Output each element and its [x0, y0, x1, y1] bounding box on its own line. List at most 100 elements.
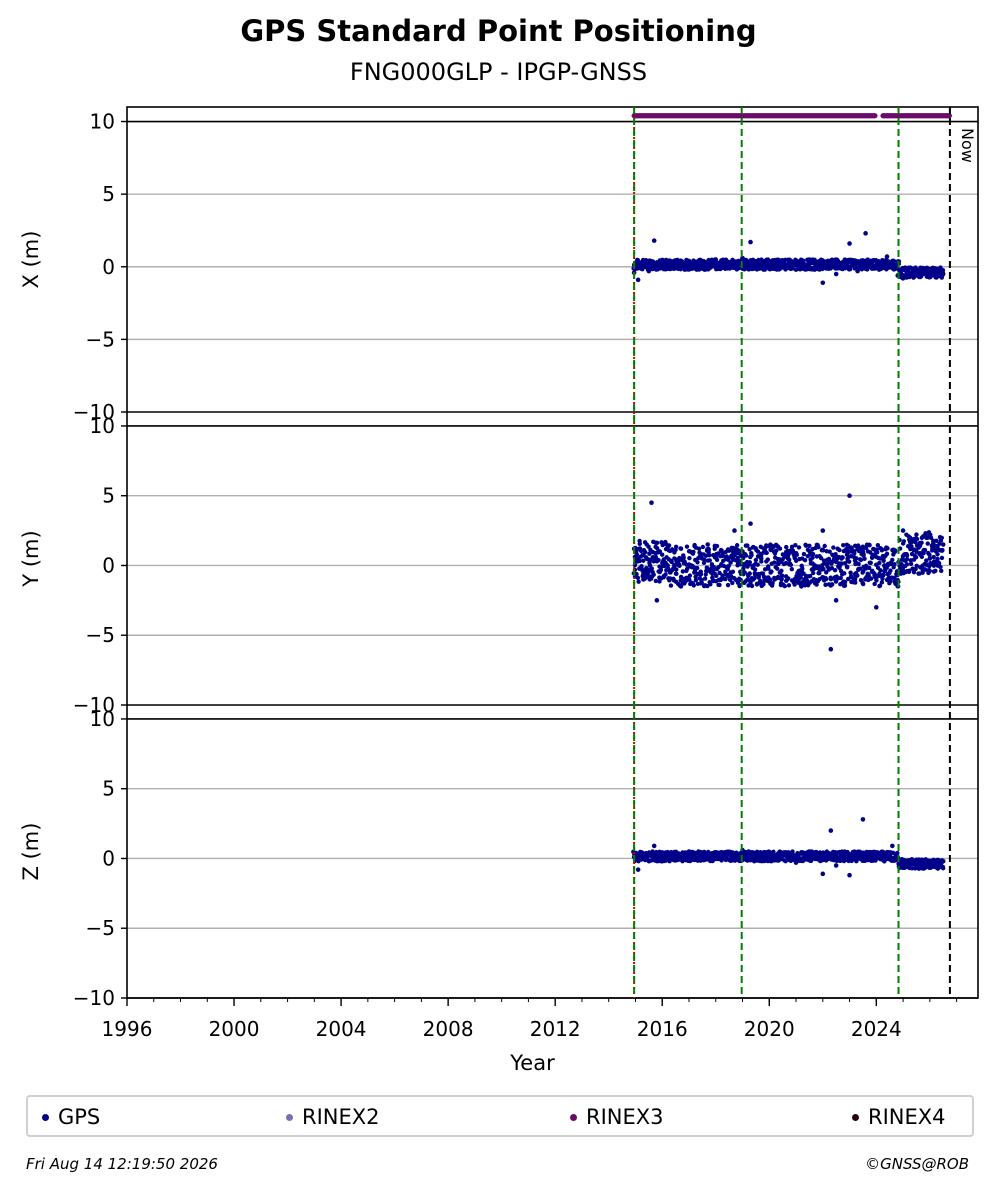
gps-point [848, 574, 854, 579]
gps-point [659, 552, 665, 557]
gps-point [911, 569, 917, 575]
gps-point [749, 550, 754, 556]
gps-point [924, 534, 929, 540]
gps-point [877, 573, 882, 578]
gps-point [832, 568, 838, 573]
gps-point [659, 858, 665, 864]
rinex3-point [946, 113, 952, 119]
gps-point [793, 267, 799, 272]
gps-point [701, 560, 707, 566]
gps-point [938, 564, 943, 570]
gps-point [833, 271, 839, 277]
gps-point [877, 583, 883, 588]
gps-point [674, 571, 679, 577]
gps-point [667, 576, 673, 581]
gps-point [696, 546, 702, 551]
gps-point [833, 552, 838, 557]
gps-point [687, 556, 692, 561]
gps-point [814, 582, 819, 587]
gps-point [796, 545, 802, 550]
gps-point [927, 860, 933, 865]
gps-point [762, 267, 768, 272]
gps-point [863, 231, 868, 236]
gps-point [756, 261, 761, 267]
gps-point [674, 567, 679, 572]
gps-point [734, 543, 740, 548]
gps-point [890, 557, 895, 563]
y-tick-label: −5 [86, 916, 115, 940]
gps-point [753, 853, 759, 858]
gps-point [754, 581, 760, 586]
gps-point [934, 538, 939, 544]
gps-point [908, 535, 913, 541]
gps-point [654, 598, 660, 603]
gps-point [684, 544, 690, 549]
gps-point [842, 579, 848, 585]
gps-point [779, 573, 785, 578]
gps-point [855, 850, 860, 856]
gps-point [847, 267, 852, 272]
gps-point [880, 849, 886, 854]
legend: GPS RINEX2 RINEX3 RINEX4 [26, 1095, 974, 1137]
gps-point [852, 550, 857, 556]
gps-point [862, 556, 867, 562]
legend-item-rinex4: RINEX4 [852, 1105, 946, 1129]
gps-point [847, 493, 852, 499]
gps-point [827, 549, 832, 554]
gps-point [647, 551, 652, 556]
gps-point [900, 528, 906, 533]
gps-point [803, 543, 809, 548]
gps-point [882, 858, 887, 864]
gps-point [794, 552, 800, 557]
gps-point [725, 582, 731, 588]
gps-point [839, 556, 844, 561]
gps-point [855, 268, 860, 274]
gps-point [700, 544, 706, 550]
gps-point [635, 277, 641, 283]
gps-point [686, 258, 692, 264]
gps-point [641, 577, 646, 582]
gps-point [724, 554, 729, 559]
gps-point [854, 556, 859, 561]
gps-point [810, 555, 815, 560]
gps-point [879, 580, 885, 585]
gps-point [847, 241, 852, 246]
gps-point [656, 558, 661, 563]
gps-point [649, 566, 655, 571]
gps-point [673, 851, 678, 857]
gps-point [856, 561, 861, 567]
chart-title: GPS Standard Point Positioning [240, 14, 757, 48]
plot-frame [126, 106, 979, 999]
chart-subtitle: FNG000GLP - IPGP-GNSS [349, 58, 648, 86]
x-tick-label: 2008 [423, 1017, 474, 1041]
gps-point [919, 540, 924, 545]
gps-point [824, 570, 829, 575]
gps-point [646, 570, 651, 576]
footer-credit: ©GNSS@ROB [865, 1155, 969, 1173]
gps-point [913, 555, 919, 560]
gps-point [818, 555, 824, 561]
gps-point [772, 560, 777, 565]
gps-point [717, 582, 722, 588]
gps-point [821, 548, 826, 553]
gps-point [924, 558, 929, 563]
gps-point [691, 549, 696, 555]
footer-timestamp: Fri Aug 14 12:19:50 2026 [26, 1155, 218, 1173]
gps-point [854, 859, 859, 864]
gps-point [705, 542, 711, 547]
gps-point [651, 843, 657, 849]
y-tick-label: −10 [73, 400, 115, 424]
gps-point [730, 580, 735, 586]
gps-point [904, 562, 910, 567]
gps-point [708, 582, 713, 587]
gps-point [747, 571, 752, 576]
gps-point [860, 549, 866, 554]
gps-point [820, 280, 826, 286]
gps-point [637, 538, 642, 544]
gps-point [663, 572, 668, 577]
gps-point [888, 576, 894, 581]
y-axis-label: Y (m) [19, 530, 43, 587]
gps-point [861, 581, 866, 587]
gps-point [844, 564, 850, 569]
gps-point [691, 583, 696, 588]
